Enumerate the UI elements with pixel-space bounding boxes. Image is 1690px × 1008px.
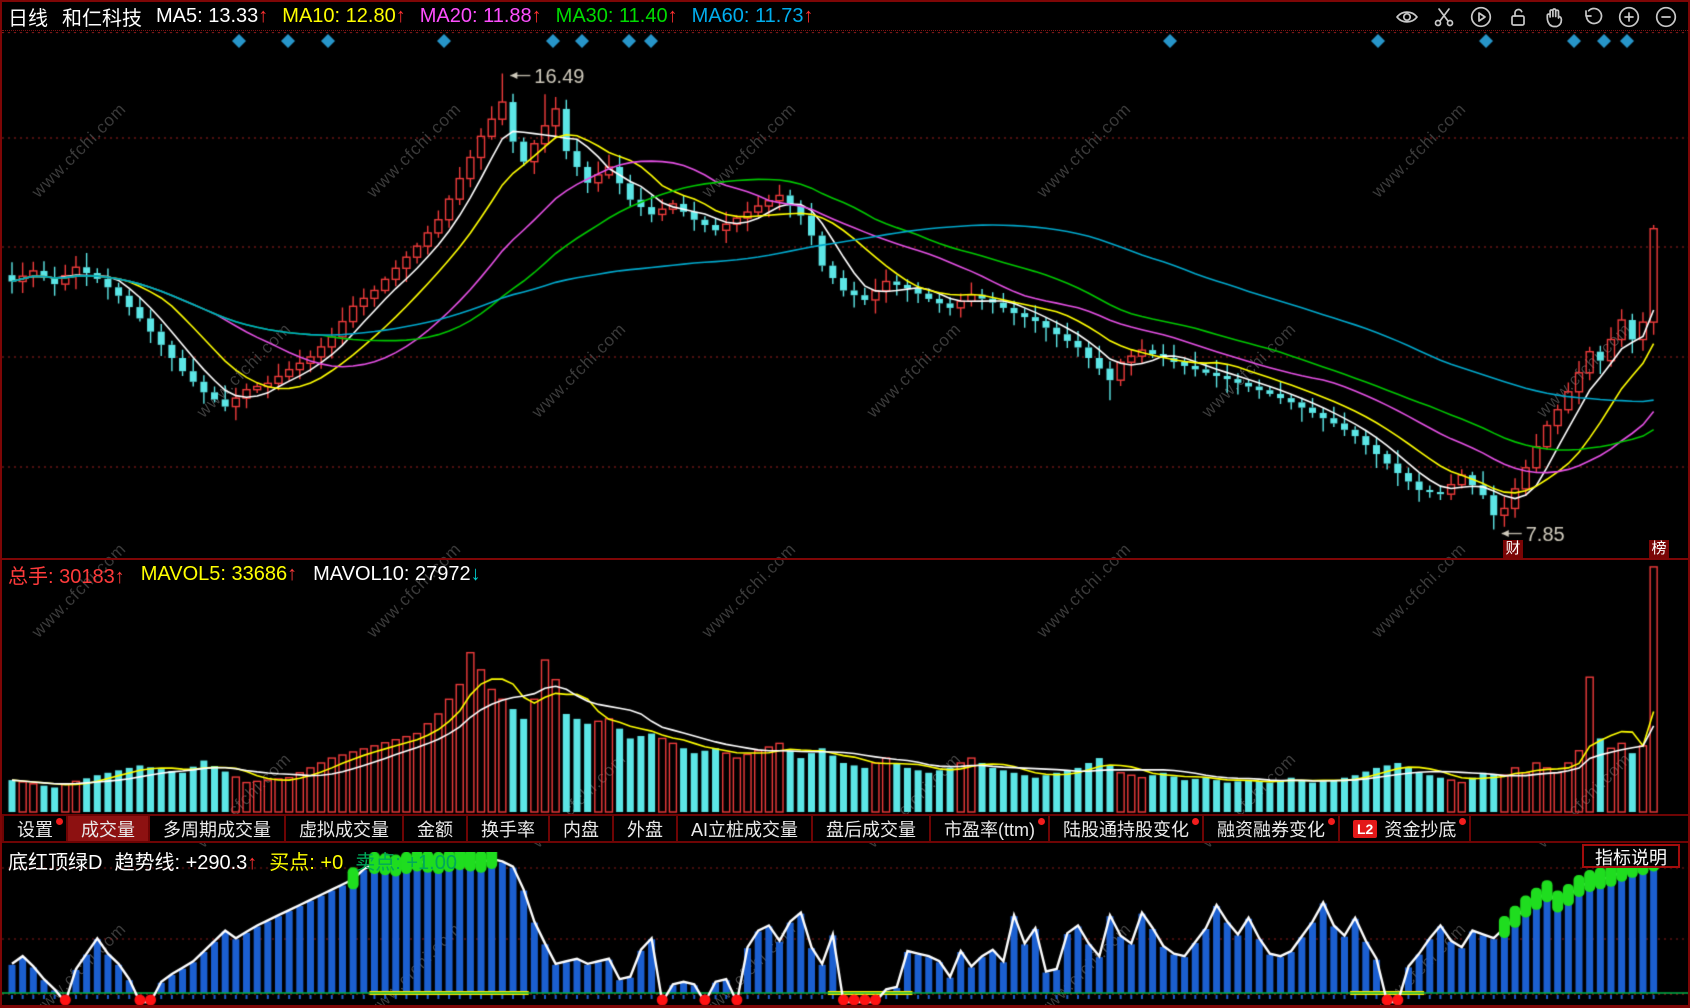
tab-item-13[interactable]: L2 资金抄底 <box>1340 816 1472 841</box>
tab-item-6[interactable]: 内盘 <box>550 816 614 841</box>
hand-icon[interactable] <box>1543 5 1567 29</box>
tabbar-filler <box>1471 816 1688 841</box>
indicator-header: 底红顶绿D 趋势线: +290.3↑ 买点: +0 卖点: +1.00 <box>8 846 457 875</box>
play-icon[interactable] <box>1469 5 1493 29</box>
tab-item-12[interactable]: 融资融券变化 <box>1204 816 1340 841</box>
notification-dot <box>56 818 63 825</box>
undo-icon[interactable] <box>1580 5 1604 29</box>
title-bar: 日线 和仁科技 MA5: 13.33↑ MA10: 12.80↑ MA20: 11.… <box>2 2 1688 31</box>
unlock-icon[interactable] <box>1506 5 1530 29</box>
tab-label: 融资融券变化 <box>1217 819 1325 840</box>
tab-item-0[interactable]: 设置 <box>2 816 68 841</box>
tab-item-10[interactable]: 市盈率(ttm) <box>931 816 1050 841</box>
tab-label: 资金抄底 <box>1384 819 1457 840</box>
indicator-stat-text: 卖点: +1.00 <box>355 851 457 874</box>
tab-item-5[interactable]: 换手率 <box>468 816 550 841</box>
ma-value-3: MA20: 11.88↑ <box>420 5 542 28</box>
tab-label: 市盈率(ttm) <box>944 819 1035 840</box>
tab-item-3[interactable]: 虚拟成交量 <box>286 816 404 841</box>
ma-label-text: MA10: 12.80 <box>282 4 396 27</box>
tab-label: 多周期成交量 <box>163 819 271 840</box>
zoom-out-icon[interactable] <box>1654 5 1678 29</box>
ma-value-1: MA5: 13.33↑ <box>156 5 268 28</box>
ma-values: MA5: 13.33↑ MA10: 12.80↑ MA20: 11.88↑ MA30:… <box>156 5 814 28</box>
trend-arrow-icon: ↑ <box>258 4 269 27</box>
tab-item-8[interactable]: AI立桩成交量 <box>678 816 814 841</box>
indicator-chart[interactable] <box>2 852 1688 1005</box>
indicator-stat-2: 卖点: +1.00 <box>355 846 457 875</box>
trend-arrow-icon: ↑ <box>247 851 258 874</box>
tab-label: 陆股通持股变化 <box>1063 819 1189 840</box>
zoom-in-icon[interactable] <box>1617 5 1641 29</box>
indicator-stat-text: 买点: +0 <box>269 851 344 874</box>
tab-label: 盘后成交量 <box>826 819 917 840</box>
tab-label: 设置 <box>17 819 53 840</box>
notification-dot <box>1038 818 1045 825</box>
ma-label-text: MA30: 11.40 <box>555 4 668 27</box>
candlestick-chart[interactable] <box>2 32 1688 558</box>
symbol-name[interactable]: 和仁科技 <box>62 7 142 30</box>
tab-label: 金额 <box>417 819 453 840</box>
tab-label: 换手率 <box>481 819 535 840</box>
indicator-stat-1: 买点: +0 <box>269 846 343 875</box>
tab-item-11[interactable]: 陆股通持股变化 <box>1050 816 1204 841</box>
tab-item-9[interactable]: 盘后成交量 <box>813 816 932 841</box>
indicator-stat-text: 趋势线: +290.3 <box>114 851 248 874</box>
ma-value-5: MA60: 11.73↑ <box>692 5 814 28</box>
chart-marker-label-1[interactable]: 榜 <box>1649 540 1669 558</box>
tab-label: 虚拟成交量 <box>299 819 389 840</box>
l2-badge: L2 <box>1353 819 1378 838</box>
trend-arrow-icon: ↑ <box>667 4 678 27</box>
panel-divider <box>2 558 1688 560</box>
eye-icon[interactable] <box>1395 5 1419 29</box>
tab-label: AI立桩成交量 <box>691 819 799 840</box>
period-label[interactable]: 日线 <box>8 7 48 30</box>
tab-item-4[interactable]: 金额 <box>404 816 468 841</box>
indicator-values: 趋势线: +290.3↑ 买点: +0 卖点: +1.00 <box>114 846 456 875</box>
notification-dot <box>1328 818 1335 825</box>
indicator-explain-button[interactable]: 指标说明 <box>1582 844 1680 868</box>
indicator-tab-bar: 设置 成交量 多周期成交量 虚拟成交量 金额 换手率 内盘 外盘 AI立桩成交量 盘后成交量 市盈率… <box>2 814 1688 843</box>
volume-chart[interactable] <box>2 560 1688 814</box>
tab-label: 成交量 <box>81 819 135 840</box>
notification-dot <box>1459 818 1467 825</box>
ma-value-2: MA10: 12.80↑ <box>282 5 405 28</box>
indicator-stat-0: 趋势线: +290.3↑ <box>114 846 257 875</box>
scissors-icon[interactable] <box>1432 5 1456 29</box>
chart-marker-label-0[interactable]: 财 <box>1503 540 1523 558</box>
toolbar <box>1395 5 1678 29</box>
tab-label: 内盘 <box>563 819 599 840</box>
indicator-name: 底红顶绿D <box>8 851 103 874</box>
tab-item-2[interactable]: 多周期成交量 <box>150 816 286 841</box>
notification-dot <box>1192 818 1199 825</box>
tab-label: 外盘 <box>627 819 663 840</box>
trend-arrow-icon: ↑ <box>803 4 814 27</box>
tab-item-1[interactable]: 成交量 <box>68 816 150 841</box>
trend-arrow-icon: ↑ <box>395 4 406 27</box>
trend-arrow-icon: ↑ <box>531 4 542 27</box>
ma-label-text: MA60: 11.73 <box>691 4 804 27</box>
ma-label-text: MA5: 13.33 <box>156 4 259 27</box>
ma-label-text: MA20: 11.88 <box>419 4 532 27</box>
tab-item-7[interactable]: 外盘 <box>614 816 678 841</box>
ma-value-4: MA30: 11.40↑ <box>556 5 678 28</box>
